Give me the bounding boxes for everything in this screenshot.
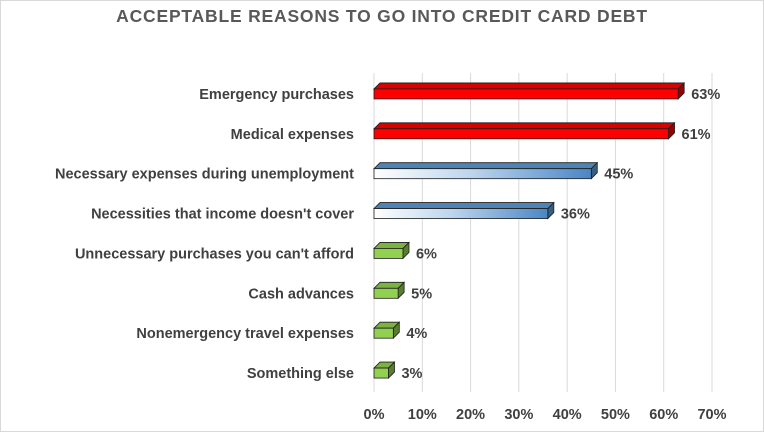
bar-front-face: [373, 168, 592, 180]
category-label: Something else: [247, 366, 354, 382]
bar: [373, 241, 410, 260]
value-label: 4%: [406, 326, 427, 342]
bar-front-face: [373, 367, 389, 379]
x-tick-label: 20%: [456, 407, 485, 423]
bar-front-face: [373, 208, 549, 219]
value-label: 61%: [682, 127, 711, 143]
value-label: 36%: [561, 207, 590, 223]
category-label: Unnecessary purchases you can't afford: [75, 246, 354, 262]
x-axis-ticks: 0% 10% 20% 30% 40% 50% 60% 70%: [364, 407, 727, 423]
bar-front-face: [373, 248, 404, 259]
bar: [373, 281, 406, 300]
value-label: 5%: [411, 286, 432, 302]
bar: [373, 81, 686, 100]
bar: [373, 161, 599, 180]
value-label: 63%: [691, 87, 720, 103]
bar-front-face: [373, 287, 399, 299]
bar-front-face: [373, 327, 394, 339]
value-label: 45%: [604, 167, 633, 183]
category-label: Nonemergency travel expenses: [136, 326, 354, 342]
bar: [373, 361, 396, 380]
category-label: Necessary expenses during unemployment: [55, 167, 354, 183]
category-labels: Emergency purchases Medical expenses Neces…: [55, 87, 354, 382]
bar-front-face: [373, 88, 679, 100]
category-label: Cash advances: [248, 286, 354, 302]
bar-front-face: [373, 128, 669, 140]
bar-top-face: [373, 162, 599, 170]
category-label: Necessities that income doesn't cover: [91, 207, 354, 223]
value-labels: 63% 61% 45% 36% 6% 5% 4% 3%: [401, 87, 720, 382]
chart-title: ACCEPTABLE REASONS TO GO INTO CREDIT CAR…: [116, 6, 648, 26]
x-tick-label: 40%: [553, 407, 582, 423]
gridlines: [373, 73, 713, 392]
value-label: 3%: [401, 366, 422, 382]
x-tick-label: 70%: [697, 407, 726, 423]
x-tick-label: 60%: [649, 407, 678, 423]
x-tick-label: 30%: [504, 407, 533, 423]
x-tick-label: 0%: [364, 407, 385, 423]
value-label: 6%: [416, 246, 437, 262]
bar-top-face: [373, 82, 686, 90]
bars: [373, 81, 686, 380]
x-tick-label: 10%: [408, 407, 437, 423]
bar: [373, 321, 401, 340]
bar-top-face: [373, 202, 555, 209]
bar-top-face: [373, 122, 676, 130]
x-tick-label: 50%: [601, 407, 630, 423]
bar: [373, 121, 676, 140]
category-label: Medical expenses: [231, 127, 354, 143]
category-label: Emergency purchases: [199, 87, 354, 103]
bar: [373, 201, 555, 220]
